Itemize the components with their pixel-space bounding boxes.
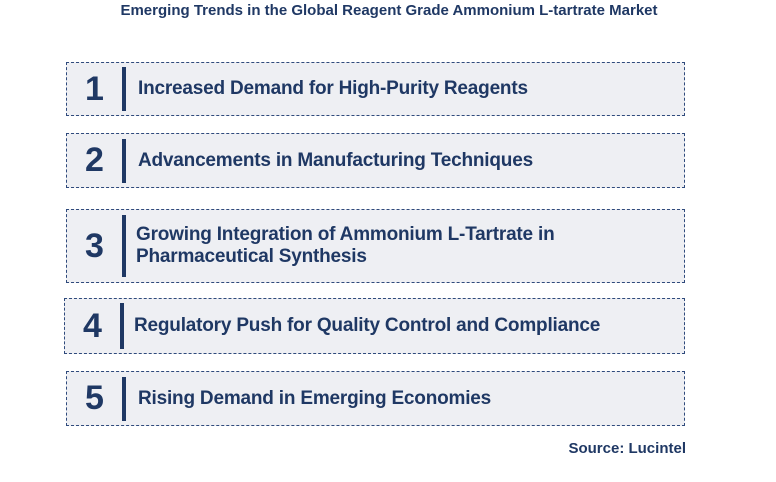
trend-item-4: 4 Regulatory Push for Quality Control an…: [64, 298, 685, 354]
page-title: Emerging Trends in the Global Reagent Gr…: [120, 2, 658, 19]
trend-divider: [120, 303, 124, 349]
trend-label: Increased Demand for High-Purity Reagent…: [138, 78, 528, 99]
trend-label: Advancements in Manufacturing Techniques: [138, 149, 533, 171]
trend-divider: [122, 67, 126, 111]
trend-number: 2: [85, 141, 104, 179]
trend-item-1: 1 Increased Demand for High-Purity Reage…: [66, 62, 685, 116]
trend-number: 5: [85, 379, 104, 417]
trend-item-2: 2 Advancements in Manufacturing Techniqu…: [66, 133, 685, 188]
trend-item-5: 5 Rising Demand in Emerging Economies: [66, 371, 685, 426]
trend-label: Growing Integration of Ammonium L-Tartra…: [136, 224, 555, 267]
source-label: Source: Lucintel: [568, 440, 686, 457]
trend-divider: [122, 215, 126, 277]
trend-number: 4: [83, 306, 102, 345]
trend-number: 1: [85, 69, 104, 108]
trend-divider: [122, 138, 126, 183]
trend-divider: [122, 376, 126, 421]
trend-number: 3: [85, 226, 104, 265]
trend-item-3: 3 Growing Integration of Ammonium L-Tart…: [66, 209, 685, 283]
trend-label: Rising Demand in Emerging Economies: [138, 387, 492, 409]
trend-label: Regulatory Push for Quality Control and …: [134, 315, 601, 336]
